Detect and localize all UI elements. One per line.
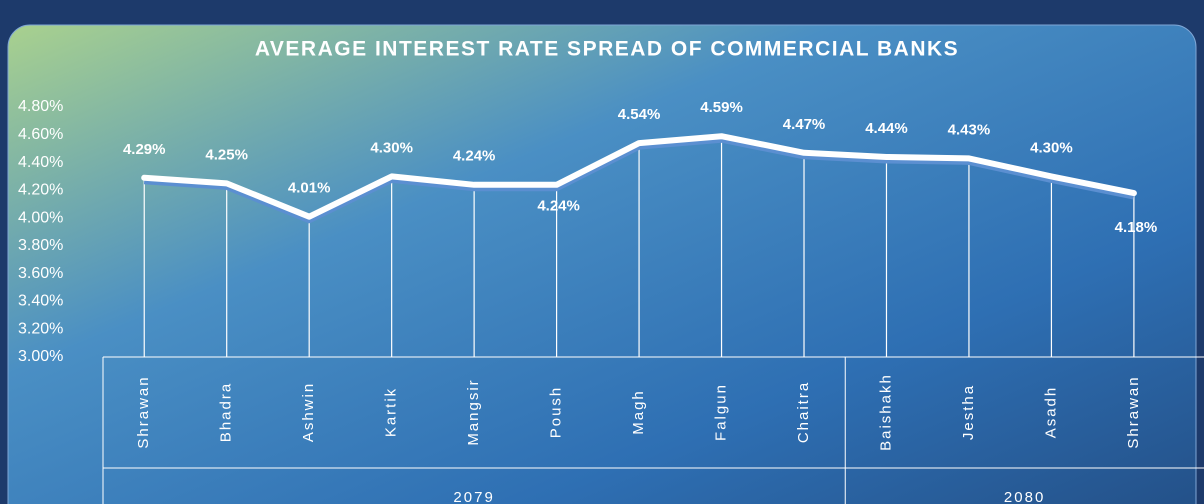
data-label: 4.25% xyxy=(205,146,248,163)
x-tick-label: Magh xyxy=(630,389,647,435)
data-label: 4.30% xyxy=(1030,139,1073,156)
data-label: 4.30% xyxy=(370,139,413,156)
data-label: 4.24% xyxy=(537,198,580,215)
y-tick-label: 4.60% xyxy=(18,126,63,143)
x-tick-label: Jestha xyxy=(960,384,977,440)
group-label: 2080 xyxy=(1004,489,1045,504)
y-tick-label: 3.00% xyxy=(18,348,63,365)
plot-area: 3.00% 3.20% 3.40% 3.60% 3.80% 4.00% 4.20% 4.40%… xyxy=(18,98,1204,504)
x-tick-label: Falgun xyxy=(713,383,730,441)
x-tick-label: Shrawan xyxy=(1125,375,1142,448)
data-label: 4.43% xyxy=(948,121,991,138)
x-tick-label: Kartik xyxy=(383,387,400,437)
data-label: 4.18% xyxy=(1115,219,1158,236)
y-tick-label: 4.20% xyxy=(18,182,63,199)
y-tick-label: 3.80% xyxy=(18,237,63,254)
y-tick-label: 4.40% xyxy=(18,154,63,171)
y-tick-label: 3.60% xyxy=(18,265,63,282)
x-tick-label: Poush xyxy=(548,386,565,439)
data-label: 4.47% xyxy=(783,116,826,133)
y-tick-label: 4.00% xyxy=(18,209,63,226)
x-tick-label: Mangsir xyxy=(465,378,482,445)
data-label: 4.24% xyxy=(453,148,496,165)
data-label: 4.54% xyxy=(618,106,661,123)
data-label: 4.59% xyxy=(700,99,743,116)
x-tick-label: Ashwin xyxy=(300,382,317,442)
y-tick-label: 4.80% xyxy=(18,98,63,115)
panel xyxy=(7,24,1197,504)
chart-title: AVERAGE INTEREST RATE SPREAD OF COMMERCI… xyxy=(255,38,959,61)
x-tick-label: Chaitra xyxy=(795,381,812,443)
x-tick-label: Shrawan xyxy=(135,375,152,448)
data-label: 4.01% xyxy=(288,180,331,197)
y-tick-label: 3.40% xyxy=(18,293,63,310)
x-tick-label: Bhadra xyxy=(218,382,235,442)
x-tick-label: Baishakh xyxy=(877,373,894,451)
group-label: 2079 xyxy=(453,489,494,504)
series-line xyxy=(141,133,1137,220)
data-label: 4.44% xyxy=(865,120,908,137)
y-tick-label: 3.20% xyxy=(18,320,63,337)
x-tick-label: Asadh xyxy=(1042,386,1059,439)
data-label: 4.29% xyxy=(123,141,166,158)
